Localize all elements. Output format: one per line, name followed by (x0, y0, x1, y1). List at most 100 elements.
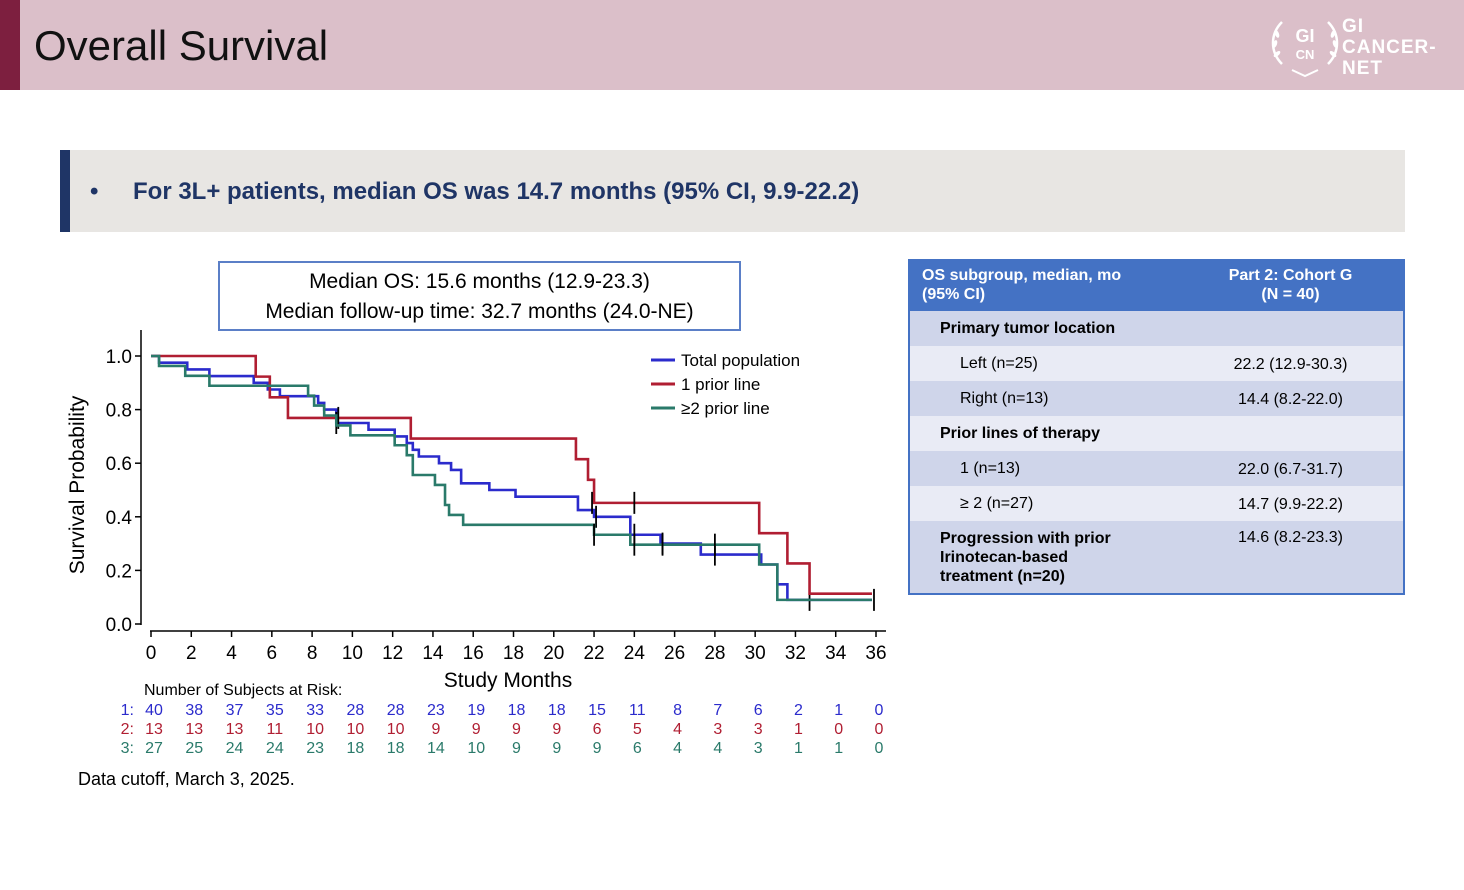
x-tick-label: 12 (382, 643, 403, 664)
risk-row-3: 3: 27 25 24 24 23 18 18 14 10 9 9 9 6 4 4 3 1 1 0 (0, 740, 900, 760)
kaplan-meier-chart: 0.00.20.40.60.81.00 2 4 6 8 10 12 14 16 18 20 22 24 2… (66, 330, 887, 692)
chart-series (151, 354, 875, 611)
risk-count: 24 (225, 740, 244, 757)
callout-bullet: • (90, 178, 99, 205)
risk-count: 10 (386, 721, 405, 738)
risk-count: 10 (306, 721, 324, 738)
risk-count: 10 (467, 740, 486, 757)
os-table-row: Right (n=13) 14.4 (8.2-22.0) (910, 381, 1403, 416)
y-tick-label: 0.0 (106, 615, 132, 636)
logo-emblem-top: GI (1295, 26, 1314, 46)
risk-count: 23 (306, 740, 324, 757)
os-table-row: Prior lines of therapy (910, 416, 1403, 451)
risk-count: 23 (427, 702, 445, 719)
x-tick-label: 0 (146, 643, 157, 664)
x-tick-label: 34 (825, 643, 847, 664)
risk-count: 6 (753, 702, 763, 719)
slide-title: Overall Survival (34, 22, 329, 69)
risk-row-label: 3: (120, 740, 134, 757)
risk-count: 5 (632, 721, 642, 738)
x-tick-label: 16 (463, 643, 484, 664)
os-subgroup-label: Progression with prior Irinotecan-based … (940, 530, 1111, 585)
risk-row-label: 2: (120, 721, 134, 738)
risk-count: 6 (592, 721, 602, 738)
slide-header: Overall Survival (0, 0, 1464, 90)
os-table-row: ≥ 2 (n=27) 14.7 (9.9-22.2) (910, 486, 1403, 521)
y-tick-label: 0.4 (106, 508, 133, 529)
x-tick-label: 20 (543, 643, 564, 664)
callout-text: For 3L+ patients, median OS was 14.7 mon… (133, 178, 860, 205)
risk-count: 1 (793, 721, 803, 738)
risk-count: 0 (834, 721, 844, 738)
x-tick-label: 32 (785, 643, 806, 664)
callout-accent-bar (60, 150, 70, 232)
header-subgroup-line-1: OS subgroup, median, mo (922, 267, 1122, 284)
risk-count: 19 (467, 702, 486, 719)
y-tick-label: 0.2 (106, 561, 132, 582)
risk-row-1: 1: 40 38 37 35 33 28 28 23 19 18 18 15 11 8 7 6 2 1 0 (0, 702, 900, 722)
os-subgroup-label: Prior lines of therapy (940, 425, 1101, 442)
risk-count: 35 (265, 702, 284, 719)
risk-count: 33 (306, 702, 324, 719)
os-table-row: Primary tumor location (910, 311, 1403, 346)
header-cohort-line-2: (N = 40) (1261, 286, 1320, 303)
os-median-value: 14.4 (8.2-22.0) (1238, 391, 1343, 408)
risk-count: 28 (386, 702, 405, 719)
x-tick-label: 36 (865, 643, 886, 664)
risk-count: 40 (145, 702, 163, 719)
risk-count: 37 (225, 702, 244, 719)
series-line-2 (151, 354, 872, 596)
x-tick-label: 22 (583, 643, 604, 664)
risk-count: 9 (512, 740, 521, 757)
risk-count: 25 (185, 740, 204, 757)
risk-count: 3 (713, 721, 723, 738)
risk-count: 38 (185, 702, 204, 719)
header-accent-bar (0, 0, 20, 90)
y-tick-label: 0.8 (106, 401, 132, 422)
series-line-3 (151, 354, 872, 602)
os-table-row: Left (n=25) 22.2 (12.9-30.3) (910, 346, 1403, 381)
logo-wordmark: GI CANCER- NET (1342, 16, 1437, 79)
legend-label-3: ≥2 prior line (681, 399, 770, 418)
y-tick-label: 1.0 (106, 347, 132, 368)
header-subgroup-line-2: (95% CI) (922, 286, 986, 303)
risk-count: 0 (874, 702, 884, 719)
os-table-row: Progression with prior Irinotecan-based … (910, 521, 1403, 593)
os-subgroup-table: OS subgroup, median, mo (95% CI) Part 2:… (908, 259, 1405, 595)
risk-count: 11 (629, 702, 646, 719)
risk-count: 9 (592, 740, 602, 757)
risk-count: 0 (874, 721, 884, 738)
logo-line-2: CANCER- (1342, 37, 1437, 58)
risk-count: 0 (874, 740, 884, 757)
os-table-header: OS subgroup, median, mo (95% CI) Part 2:… (910, 261, 1403, 311)
y-axis-label: Survival Probability (66, 395, 89, 574)
risk-count: 9 (431, 721, 441, 738)
os-subgroup-label: 1 (n=13) (960, 460, 1021, 477)
risk-count: 15 (588, 702, 606, 719)
os-subgroup-label: ≥ 2 (n=27) (960, 495, 1034, 512)
os-table-header-cohort: Part 2: Cohort G (N = 40) (1178, 261, 1403, 311)
key-finding-callout: • For 3L+ patients, median OS was 14.7 m… (60, 150, 1405, 232)
risk-count: 3 (753, 740, 763, 757)
risk-count: 1 (834, 702, 844, 719)
legend-label-2: 1 prior line (681, 375, 760, 394)
median-os-box: Median OS: 15.6 months (12.9-23.3) Media… (218, 261, 741, 331)
x-tick-label: 10 (342, 643, 363, 664)
x-tick-label: 28 (704, 643, 725, 664)
risk-count: 2 (793, 702, 803, 719)
header-cohort-line-1: Part 2: Cohort G (1228, 267, 1353, 284)
risk-count: 4 (673, 721, 683, 738)
risk-count: 13 (145, 721, 163, 738)
risk-count: 7 (713, 702, 723, 719)
os-median-value: 22.2 (12.9-30.3) (1233, 356, 1348, 373)
risk-count: 27 (145, 740, 163, 757)
laurel-wreath-icon: GI CN (1271, 21, 1339, 78)
logo-line-1: GI (1342, 16, 1365, 37)
chart-legend: Total population 1 prior line ≥2 prior lin… (651, 351, 800, 418)
risk-count: 9 (552, 721, 562, 738)
risk-count: 18 (346, 740, 365, 757)
os-median-value: 22.0 (6.7-31.7) (1238, 461, 1343, 478)
risk-count: 13 (185, 721, 204, 738)
risk-row-2: 2: 13 13 13 11 10 10 10 9 9 9 9 6 5 4 3 3 1 0 0 (0, 721, 900, 741)
x-tick-label: 26 (664, 643, 685, 664)
